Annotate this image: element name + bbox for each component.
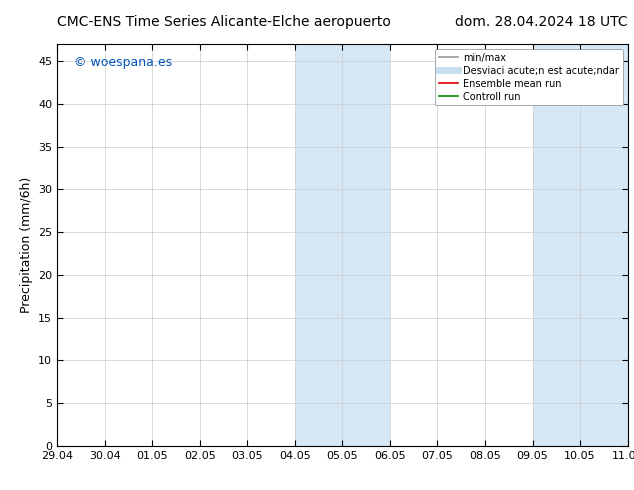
Bar	[295, 44, 390, 446]
Text: CMC-ENS Time Series Alicante-Elche aeropuerto: CMC-ENS Time Series Alicante-Elche aerop…	[57, 15, 391, 29]
Bar	[533, 44, 628, 446]
Y-axis label: Precipitation (mm/6h): Precipitation (mm/6h)	[20, 177, 32, 313]
Text: dom. 28.04.2024 18 UTC: dom. 28.04.2024 18 UTC	[455, 15, 628, 29]
Text: © woespana.es: © woespana.es	[74, 56, 172, 69]
Legend: min/max, Desviaci acute;n est acute;ndar, Ensemble mean run, Controll run: min/max, Desviaci acute;n est acute;ndar…	[435, 49, 623, 105]
